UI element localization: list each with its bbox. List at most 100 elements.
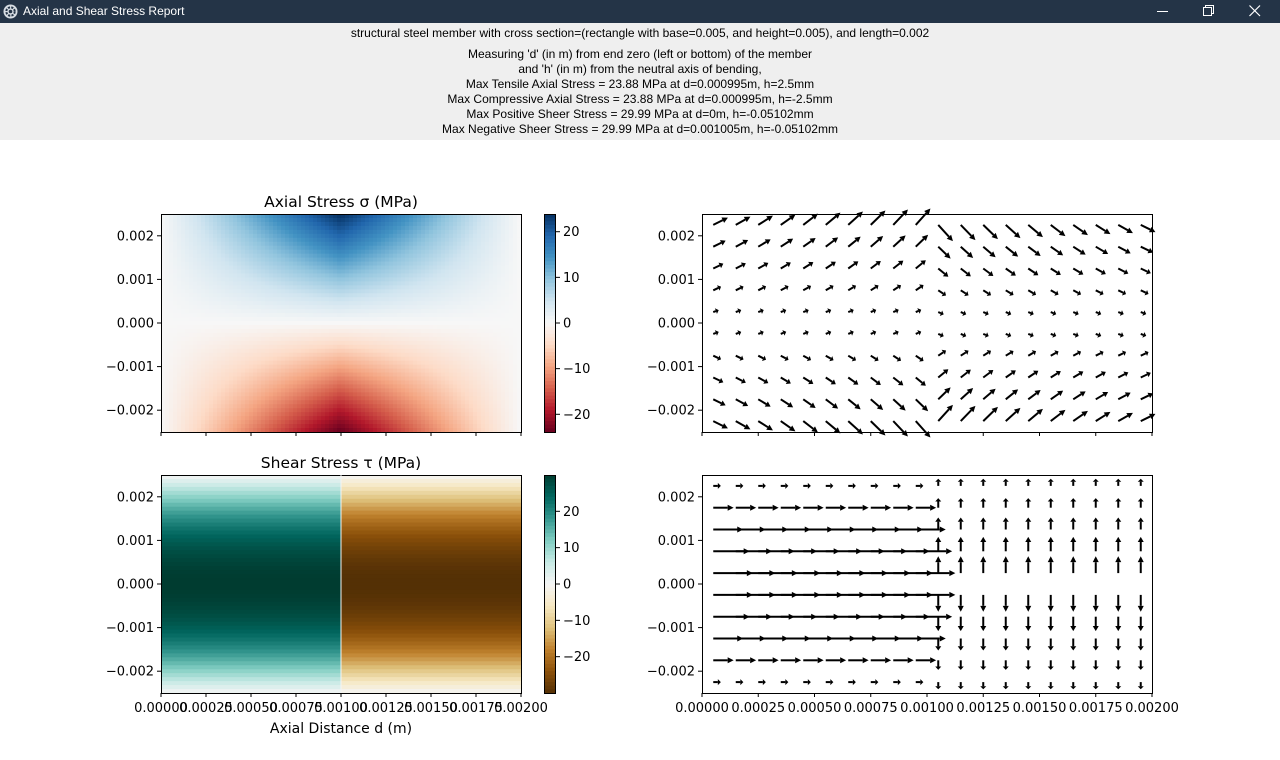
heatmap-cell <box>333 336 338 342</box>
heatmap-cell <box>453 404 458 409</box>
heatmap-cell <box>277 313 282 318</box>
heatmap-cell <box>369 396 374 401</box>
heatmap-cell <box>469 293 474 298</box>
heatmap-cell <box>229 328 234 334</box>
heatmap-cell <box>353 344 358 350</box>
heatmap-cell <box>445 221 450 227</box>
heatmap-cell <box>409 364 414 370</box>
heatmap-cell <box>437 237 442 243</box>
heatmap-cell <box>417 328 422 334</box>
heatmap-cell <box>413 281 418 286</box>
heatmap-cell <box>333 229 338 235</box>
heatmap-cell <box>465 404 470 409</box>
heatmap-cell <box>253 344 258 350</box>
heatmap-cell <box>461 408 466 413</box>
heatmap-cell <box>329 313 334 318</box>
heatmap-cell <box>341 376 346 382</box>
heatmap-cell <box>445 344 450 350</box>
heatmap-cell <box>481 277 486 282</box>
heatmap-cell <box>413 237 418 243</box>
heatmap-cell <box>493 217 498 223</box>
heatmap-cell <box>353 257 358 263</box>
heatmap-cell <box>373 372 378 378</box>
heatmap-cell <box>497 297 502 302</box>
heatmap-cell <box>345 360 350 366</box>
heatmap-cell <box>173 285 178 290</box>
heatmap-cell <box>421 269 426 275</box>
heatmap-cell <box>477 265 482 271</box>
heatmap-cell <box>509 309 514 314</box>
heatmap-cell <box>181 257 186 263</box>
heatmap-cell <box>185 265 190 271</box>
heatmap-cell <box>433 229 438 235</box>
heatmap-cell <box>233 285 238 290</box>
heatmap-cell <box>265 348 270 354</box>
heatmap-cell <box>433 281 438 286</box>
heatmap-cell <box>269 364 274 370</box>
heatmap-cell <box>365 269 370 275</box>
heatmap-cell <box>309 289 314 294</box>
heatmap-cell <box>385 321 390 326</box>
heatmap-cell <box>345 305 350 310</box>
heatmap-cell <box>481 424 486 429</box>
heatmap-cell <box>385 416 390 421</box>
heatmap-cell <box>393 396 398 401</box>
heatmap-cell <box>297 289 302 294</box>
heatmap-cell <box>165 293 170 298</box>
heatmap-cell <box>333 309 338 314</box>
heatmap-cell <box>349 237 354 243</box>
heatmap-cell <box>513 392 518 397</box>
heatmap-cell <box>401 344 406 350</box>
heatmap-cell <box>385 396 390 401</box>
heatmap-cell <box>493 229 498 235</box>
heatmap-cell <box>421 217 426 223</box>
heatmap-cell <box>253 265 258 271</box>
restore-button[interactable] <box>1186 0 1232 23</box>
close-button[interactable] <box>1232 0 1278 23</box>
heatmap-cell <box>273 396 278 401</box>
heatmap-cell <box>185 309 190 314</box>
heatmap-cell <box>257 348 262 354</box>
heatmap-cell <box>217 317 222 322</box>
heatmap-cell <box>329 384 334 389</box>
heatmap-cell <box>213 237 218 243</box>
heatmap-cell <box>441 336 446 342</box>
heatmap-cell <box>225 317 230 322</box>
heatmap-cell <box>429 261 434 267</box>
minimize-button[interactable] <box>1140 0 1186 23</box>
heatmap-cell <box>341 321 346 326</box>
heatmap-cell <box>177 408 182 413</box>
heatmap-cell <box>465 332 470 338</box>
heatmap-cell <box>441 233 446 239</box>
heatmap-cell <box>357 257 362 263</box>
heatmap-cell <box>373 396 378 401</box>
heatmap-cell <box>417 372 422 378</box>
heatmap-cell <box>469 364 474 370</box>
heatmap-cell <box>361 281 366 286</box>
heatmap-cell <box>217 289 222 294</box>
heatmap-cell <box>481 344 486 350</box>
heatmap-cell <box>393 408 398 413</box>
heatmap-cell <box>313 384 318 389</box>
heatmap-cell <box>465 241 470 247</box>
heatmap-cell <box>305 305 310 310</box>
heatmap-cell <box>269 352 274 358</box>
heatmap-cell <box>269 428 274 433</box>
heatmap-cell <box>233 380 238 386</box>
heatmap-cell <box>401 348 406 354</box>
heatmap-cell <box>449 269 454 275</box>
heatmap-cell <box>337 321 342 326</box>
heatmap-cell <box>413 388 418 393</box>
heatmap-cell <box>441 313 446 318</box>
heatmap-cell <box>249 324 254 330</box>
heatmap-cell <box>321 352 326 358</box>
heatmap-cell <box>201 332 206 338</box>
heatmap-cell <box>225 352 230 358</box>
heatmap-cell <box>433 344 438 350</box>
heatmap-cell <box>497 372 502 378</box>
heatmap-cell <box>329 233 334 239</box>
heatmap-cell <box>165 253 170 259</box>
heatmap-cell <box>321 364 326 370</box>
heatmap-cell <box>281 340 286 346</box>
heatmap-cell <box>233 396 238 401</box>
